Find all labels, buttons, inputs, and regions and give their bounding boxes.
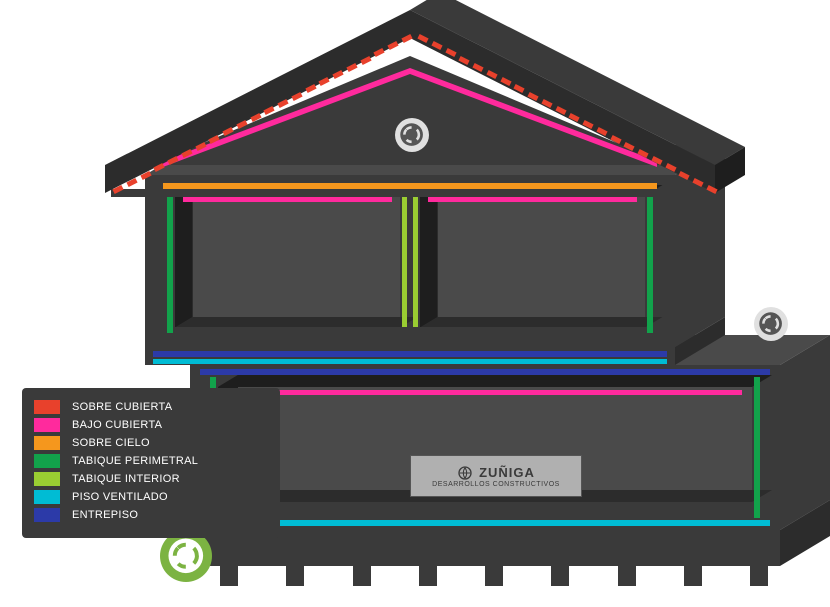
legend-label: PISO VENTILADO <box>72 491 168 503</box>
brand-plaque: ZUÑIGADESARROLLOS CONSTRUCTIVOS <box>410 455 582 497</box>
plaque-title: ZUÑIGA <box>479 465 535 480</box>
legend-item: SOBRE CUBIERTA <box>34 400 262 414</box>
plaque-subtitle: DESARROLLOS CONSTRUCTIVOS <box>432 481 560 488</box>
diagram-stage: ZUÑIGADESARROLLOS CONSTRUCTIVOS SOBRE CUB… <box>0 0 830 607</box>
legend-label: SOBRE CUBIERTA <box>72 401 172 413</box>
legend-swatch <box>34 490 60 504</box>
legend-item: TABIQUE INTERIOR <box>34 472 262 486</box>
eco-icon <box>754 307 788 341</box>
legend-label: ENTREPISO <box>72 509 138 521</box>
legend-swatch <box>34 454 60 468</box>
legend-item: PISO VENTILADO <box>34 490 262 504</box>
legend-label: SOBRE CIELO <box>72 437 150 449</box>
legend-label: BAJO CUBIERTA <box>72 419 162 431</box>
legend-item: SOBRE CIELO <box>34 436 262 450</box>
legend-swatch <box>34 508 60 522</box>
legend-item: BAJO CUBIERTA <box>34 418 262 432</box>
legend-swatch <box>34 400 60 414</box>
legend-label: TABIQUE INTERIOR <box>72 473 180 485</box>
legend-item: TABIQUE PERIMETRAL <box>34 454 262 468</box>
legend-swatch <box>34 472 60 486</box>
legend-swatch <box>34 418 60 432</box>
legend-item: ENTREPISO <box>34 508 262 522</box>
legend-swatch <box>34 436 60 450</box>
legend: SOBRE CUBIERTA BAJO CUBIERTA SOBRE CIELO TA… <box>22 388 280 538</box>
legend-label: TABIQUE PERIMETRAL <box>72 455 198 467</box>
eco-icon <box>395 118 429 152</box>
